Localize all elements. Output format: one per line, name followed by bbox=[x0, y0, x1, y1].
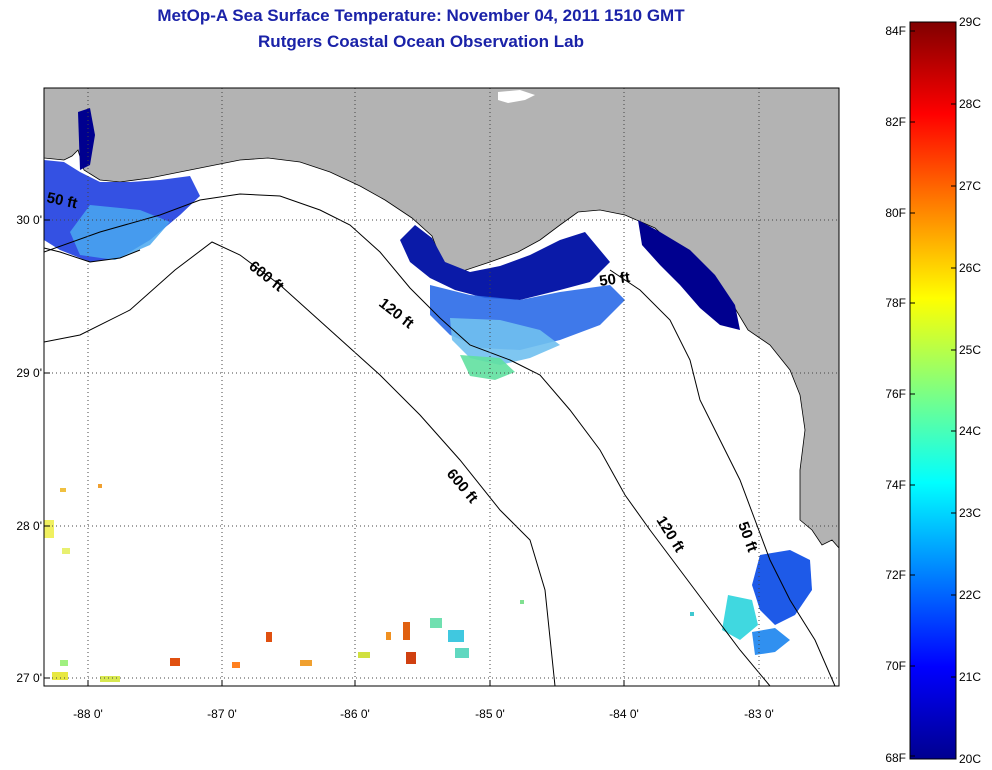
lon-label: -86 0' bbox=[340, 707, 370, 721]
latitude-labels: 30 0' 29 0' 28 0' 27 0' bbox=[16, 213, 42, 685]
c-tick-label: 29C bbox=[959, 15, 981, 29]
bathymetry-contours bbox=[44, 193, 836, 686]
c-tick-label: 21C bbox=[959, 670, 981, 684]
map-title: MetOp-A Sea Surface Temperature: Novembe… bbox=[157, 6, 685, 25]
lon-label: -84 0' bbox=[609, 707, 639, 721]
map-subtitle: Rutgers Coastal Ocean Observation Lab bbox=[258, 32, 584, 51]
sst-patch-south-blue2 bbox=[752, 628, 790, 655]
lon-label: -85 0' bbox=[475, 707, 505, 721]
colorbar: 84F 82F 80F 78F 76F 74F 72F 70F 68F 29C … bbox=[885, 15, 981, 766]
sst-patch-central-light bbox=[450, 318, 560, 365]
f-tick-label: 84F bbox=[885, 24, 906, 38]
c-tick-label: 27C bbox=[959, 179, 981, 193]
f-tick-label: 70F bbox=[885, 659, 906, 673]
contour-label-50ft-west: 50 ft bbox=[45, 189, 79, 212]
c-tick-label: 20C bbox=[959, 752, 981, 766]
sst-patch-bay bbox=[78, 108, 95, 170]
colorbar-c-labels: 29C 28C 27C 26C 25C 24C 23C 22C 21C 20C bbox=[959, 15, 981, 766]
lon-label: -88 0' bbox=[73, 707, 103, 721]
sst-patch-south-blue bbox=[752, 550, 812, 625]
c-tick-label: 23C bbox=[959, 506, 981, 520]
land-mass bbox=[44, 88, 839, 549]
c-tick-label: 24C bbox=[959, 424, 981, 438]
c-tick-label: 22C bbox=[959, 588, 981, 602]
contour-50ft-west bbox=[44, 247, 141, 263]
lat-label: 27 0' bbox=[16, 671, 42, 685]
lat-label: 30 0' bbox=[16, 213, 42, 227]
map-ticks bbox=[44, 219, 760, 686]
c-tick-label: 28C bbox=[959, 97, 981, 111]
sst-patch-central-dark bbox=[400, 225, 610, 300]
sst-patch-green bbox=[460, 355, 515, 380]
contour-120ft bbox=[44, 193, 771, 686]
map-grid bbox=[44, 88, 839, 686]
f-tick-label: 72F bbox=[885, 568, 906, 582]
f-tick-label: 74F bbox=[885, 478, 906, 492]
contour-50ft-east bbox=[609, 269, 836, 686]
colorbar-c-ticks bbox=[951, 21, 956, 760]
c-tick-label: 26C bbox=[959, 261, 981, 275]
map-frame bbox=[43, 87, 840, 687]
lon-label: -87 0' bbox=[207, 707, 237, 721]
sst-scatter-south bbox=[44, 484, 694, 682]
f-tick-label: 76F bbox=[885, 387, 906, 401]
lon-label: -83 0' bbox=[744, 707, 774, 721]
f-tick-label: 82F bbox=[885, 115, 906, 129]
lat-label: 28 0' bbox=[16, 519, 42, 533]
colorbar-f-labels: 84F 82F 80F 78F 76F 74F 72F 70F 68F bbox=[885, 24, 906, 765]
contour-600ft bbox=[44, 241, 556, 686]
sst-patch-bigbend bbox=[638, 220, 740, 330]
c-tick-label: 25C bbox=[959, 343, 981, 357]
longitude-labels: -88 0' -87 0' -86 0' -85 0' -84 0' -83 0… bbox=[73, 707, 774, 721]
f-tick-label: 80F bbox=[885, 206, 906, 220]
f-tick-label: 78F bbox=[885, 296, 906, 310]
colorbar-f-ticks bbox=[910, 30, 915, 757]
contour-label-50ft-bigbend: 50 ft bbox=[598, 269, 631, 290]
sst-patch-south-cyan bbox=[722, 595, 758, 640]
top-white-patch bbox=[498, 90, 535, 103]
lat-label: 29 0' bbox=[16, 366, 42, 380]
f-tick-label: 68F bbox=[885, 751, 906, 765]
colorbar-scale bbox=[909, 21, 957, 760]
